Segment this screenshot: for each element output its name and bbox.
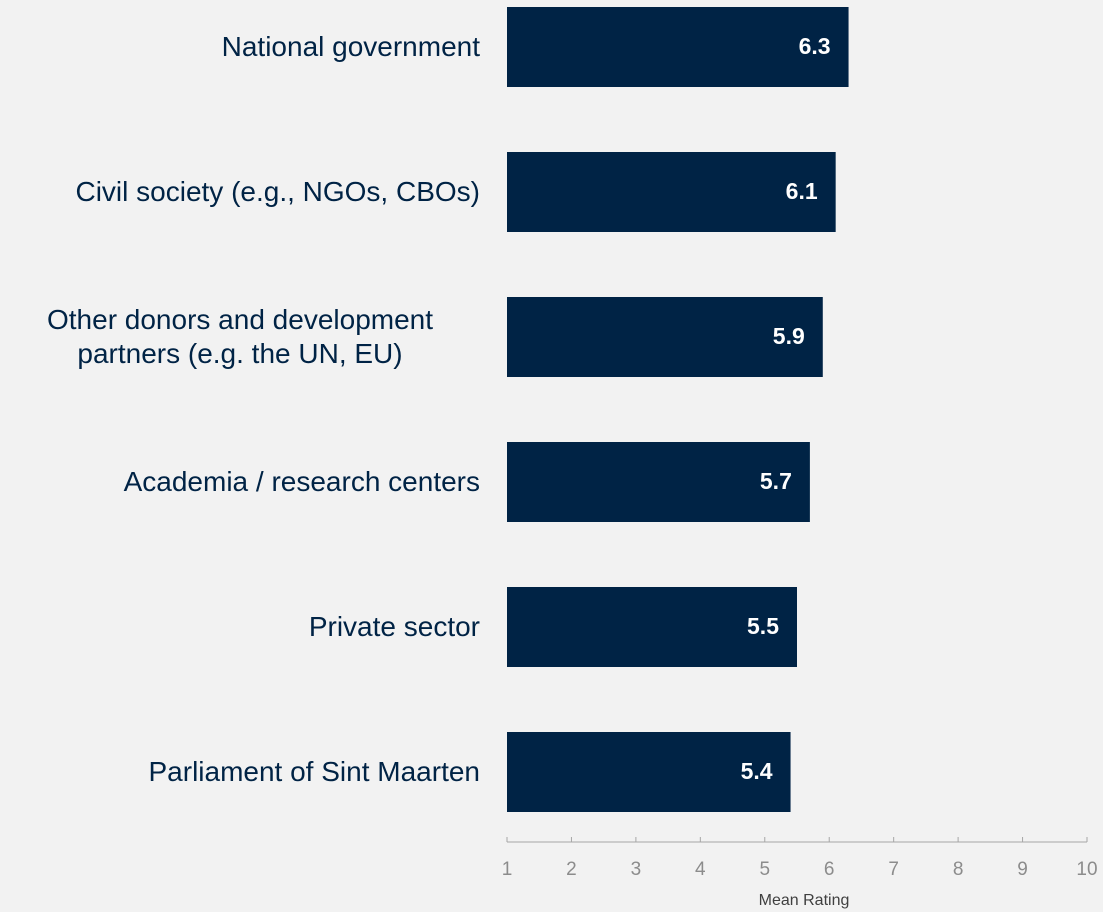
bar <box>507 297 823 377</box>
bar <box>507 7 849 87</box>
x-axis-label: Mean Rating <box>759 892 850 909</box>
category-label: Academia / research centers <box>0 465 480 499</box>
x-tick-label: 6 <box>824 859 835 880</box>
category-label: Parliament of Sint Maarten <box>0 755 481 789</box>
category-text: Academia / research centers <box>123 466 480 497</box>
bar <box>507 152 836 232</box>
bar <box>507 587 797 667</box>
bar <box>507 442 810 522</box>
category-label: Civil society (e.g., NGOs, CBOs) <box>0 175 480 209</box>
x-tick-label: 10 <box>1076 859 1097 880</box>
bar <box>507 732 791 812</box>
category-label: Other donors and development partners (e… <box>0 303 480 371</box>
category-text: Parliament of Sint Maarten <box>148 756 481 787</box>
category-text: Private sector <box>308 611 480 642</box>
value-label: 6.3 <box>799 33 831 59</box>
x-tick-label: 7 <box>888 859 899 880</box>
x-tick-label: 5 <box>759 859 770 880</box>
category-label: National government <box>0 30 480 64</box>
value-label: 5.7 <box>760 468 792 494</box>
x-tick-label: 2 <box>566 859 577 880</box>
category-text: Other donors and development partners (e… <box>46 304 434 369</box>
x-tick-label: 3 <box>631 859 642 880</box>
category-text: Civil society (e.g., NGOs, CBOs) <box>75 176 480 207</box>
category-label: Private sector <box>0 610 480 644</box>
x-tick-label: 9 <box>1017 859 1028 880</box>
x-tick-label: 1 <box>502 859 513 880</box>
x-tick-label: 4 <box>695 859 706 880</box>
x-tick-label: 8 <box>953 859 964 880</box>
category-text: National government <box>221 31 480 62</box>
value-label: 5.4 <box>741 758 773 784</box>
value-label: 5.5 <box>747 613 779 639</box>
value-label: 6.1 <box>786 178 818 204</box>
value-label: 5.9 <box>773 323 805 349</box>
